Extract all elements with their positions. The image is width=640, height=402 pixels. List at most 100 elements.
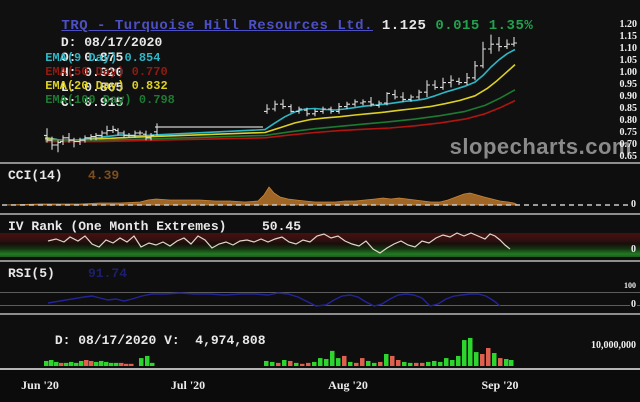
iv-rank-label: IV Rank (One Month Extremes): [8, 219, 227, 234]
volume-bar: [468, 337, 473, 366]
volume-bar: [426, 361, 431, 366]
volume-bar: [270, 361, 275, 366]
volume-bar: [264, 360, 269, 366]
volume-bar: [366, 360, 371, 366]
month-tick: Jul '20: [170, 378, 206, 392]
volume-bar: [480, 354, 485, 366]
volume-bar: [372, 362, 377, 366]
volume-bar: [129, 363, 134, 366]
month-tick: Jun '20: [21, 378, 59, 392]
volume-bar: [312, 361, 317, 366]
time-axis: Jun '20 Jul '20 Aug '20 Sep '20: [0, 370, 640, 402]
ema-legend: EMA(9 Day) 0.854 EMA(50 Day) 0.770 EMA(2…: [2, 37, 175, 121]
volume-bar: [69, 361, 74, 366]
cci-label: CCI(14): [8, 168, 63, 183]
volume-bar: [474, 352, 479, 366]
volume-bar: [420, 362, 425, 366]
volume-bar: [432, 360, 437, 366]
ohlc-readout: D: 08/17/2020 O: 0.875 H: 0.920 L: 0.865…: [60, 35, 163, 110]
time-axis-line: [0, 368, 640, 370]
rsi-zero-label: 0: [630, 299, 637, 310]
volume-bar: [44, 360, 49, 366]
separator: [0, 162, 640, 164]
volume-bar: [348, 361, 353, 366]
price-tick: 1.15: [619, 31, 638, 42]
rsi-panel: RSI(5) 91.74: [0, 262, 640, 313]
volume-bar: [139, 358, 144, 366]
rsi-line: [47, 292, 501, 307]
volume-bar: [306, 362, 311, 366]
volume-bar: [390, 355, 395, 366]
iv-gradient-band: [0, 233, 640, 257]
ohlc-candles: [44, 34, 517, 153]
volume-bar: [54, 361, 59, 366]
ema-line: [45, 99, 516, 143]
month-tick: Sep '20: [481, 378, 519, 392]
volume-bar: [456, 355, 461, 366]
volume-bar: [99, 360, 104, 366]
volume-bar: [324, 359, 329, 366]
separator: [0, 260, 640, 262]
volume-bar: [145, 355, 150, 366]
last-price: 1.125: [381, 18, 427, 34]
separator: [0, 213, 640, 215]
volume-bar: [288, 360, 293, 366]
price-tick: 1.10: [619, 43, 638, 54]
volume-bar: [94, 361, 99, 366]
volume-bar: [450, 360, 455, 366]
price-tick: 1.20: [619, 19, 638, 30]
ema100-legend: EMA(100 Day) 0.798: [45, 93, 175, 107]
volume-bar: [124, 363, 129, 366]
readout-low: 0.865: [84, 80, 124, 95]
price-tick: 0.90: [619, 91, 638, 102]
volume-bar: [396, 360, 401, 366]
iv-zero-label: 0: [631, 244, 636, 255]
volume-bar: [378, 361, 383, 366]
rsi-upper-gridline: [0, 292, 640, 293]
price-change: 0.015: [435, 18, 480, 34]
volume-bar: [360, 358, 365, 366]
price-tick: 0.75: [619, 127, 638, 138]
volume-bar: [444, 358, 449, 366]
price-tick: 1.05: [619, 55, 638, 66]
volume-bar: [79, 360, 84, 366]
ema9-legend: EMA(9 Day) 0.854: [45, 51, 161, 65]
volume-bar: [282, 360, 287, 366]
cci-zero-label: 0: [630, 199, 637, 210]
cci-value: 4.39: [88, 168, 120, 183]
rsi-max-label: 100: [623, 281, 637, 291]
volume-bar: [402, 361, 407, 366]
volume-bar: [74, 362, 79, 366]
price-tick: 0.65: [619, 151, 638, 162]
price-tick: 0.80: [619, 115, 638, 126]
volume-bar: [104, 361, 109, 366]
month-tick: Aug '20: [328, 378, 368, 392]
volume-bar: [408, 362, 413, 366]
rsi-label: RSI(5): [8, 266, 55, 281]
iv-rank-line: [47, 232, 511, 254]
volume-bar: [438, 361, 443, 366]
volume-bar: [109, 362, 114, 366]
volume-date: 08/17/2020: [78, 333, 157, 348]
volume-bar: [49, 360, 54, 366]
cci-area: [1, 186, 519, 206]
volume-bar: [84, 360, 89, 366]
readout-high: 0.920: [84, 65, 124, 80]
price-change-pct: 1.35%: [488, 18, 534, 34]
volume-readout: D: 08/17/2020 V: 4,974,808: [54, 333, 266, 348]
volume-bar: [354, 362, 359, 366]
volume-bar: [318, 358, 323, 366]
readout-close: 0.915: [84, 95, 124, 110]
price-tick: 1.00: [619, 67, 638, 78]
volume-bar: [330, 350, 335, 366]
volume-bar: [336, 358, 341, 366]
symbol-title-link[interactable]: TRQ - Turquoise Hill Resources Ltd.: [61, 18, 373, 34]
rsi-value: 91.74: [88, 266, 128, 281]
price-tick: 0.70: [619, 139, 638, 150]
ema50-legend: EMA(50 Day) 0.770: [45, 65, 168, 79]
price-tick: 0.95: [619, 79, 638, 90]
readout-open: 0.875: [84, 50, 124, 65]
volume-bar: [59, 362, 64, 366]
